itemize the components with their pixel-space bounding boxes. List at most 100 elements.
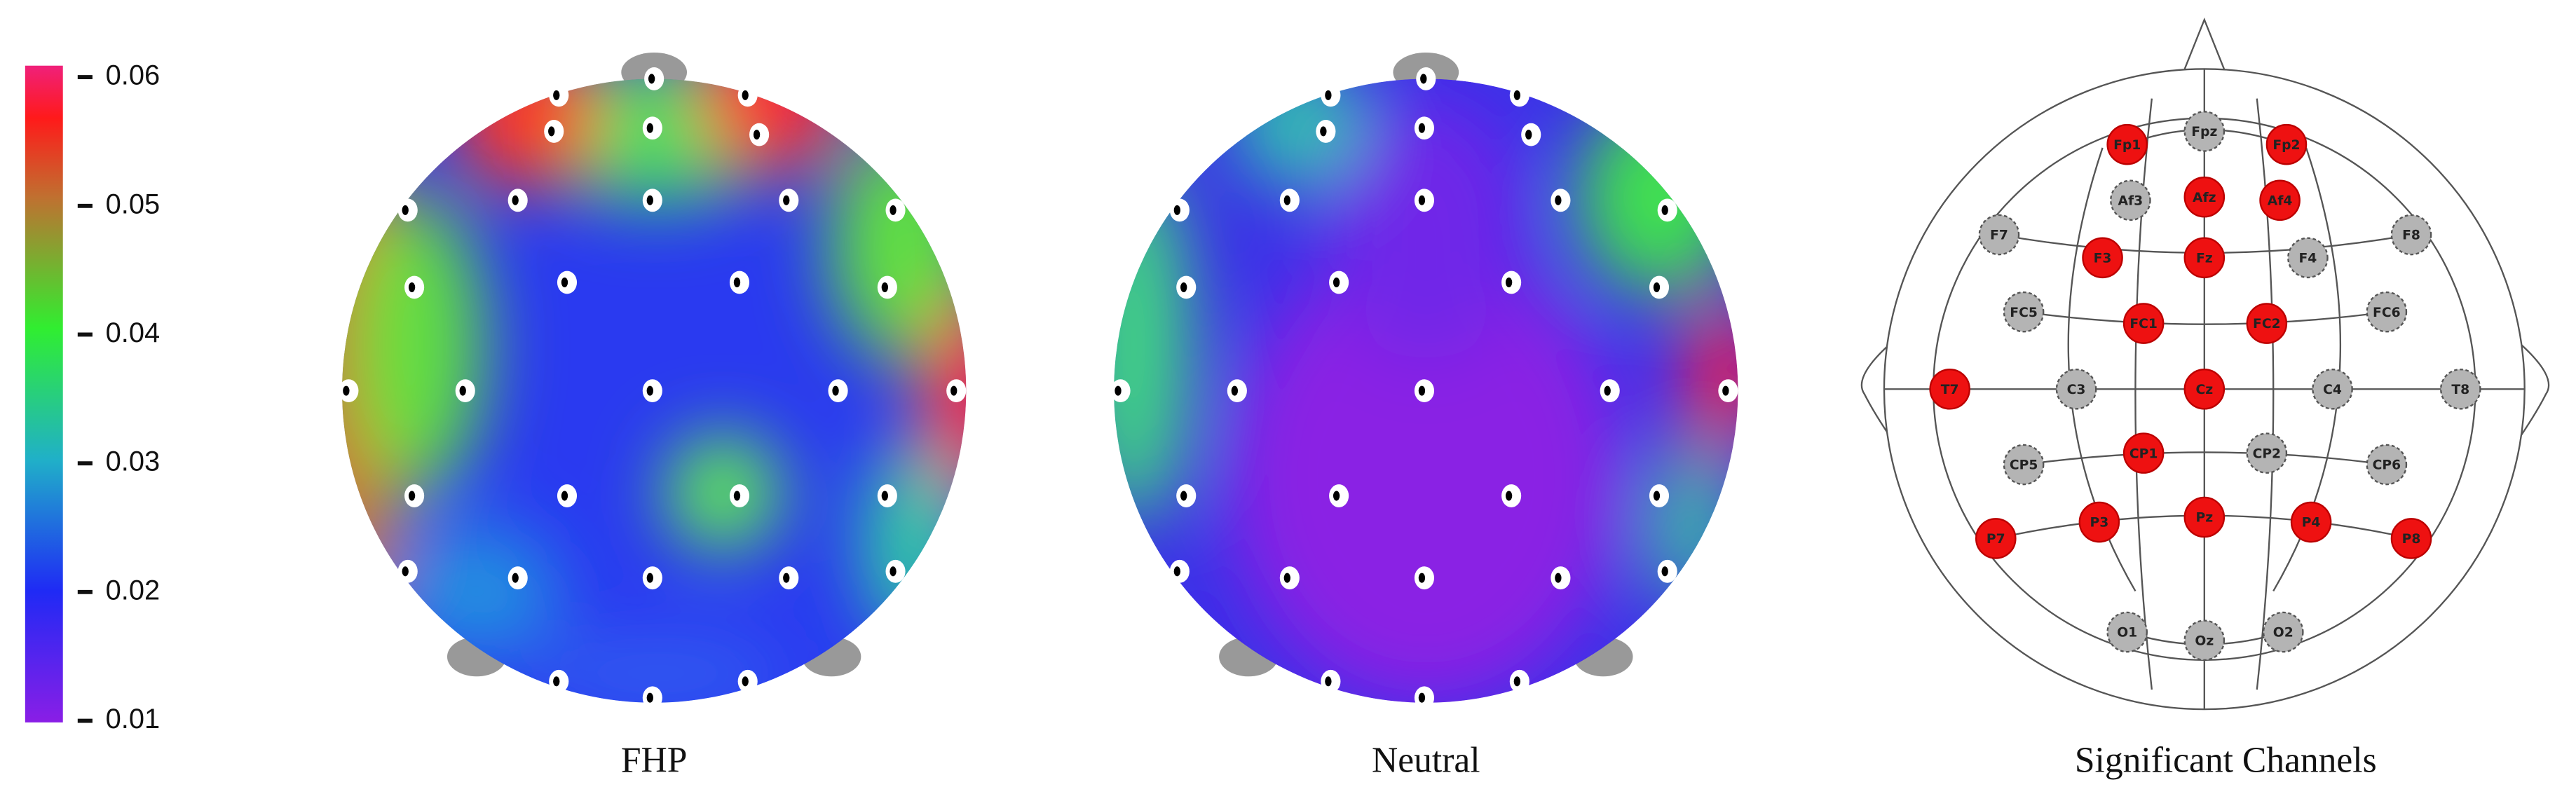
channel xyxy=(2390,518,2432,559)
channel xyxy=(2246,303,2288,344)
channel xyxy=(1978,214,2020,256)
electrode-center xyxy=(646,385,653,396)
colorbar xyxy=(25,65,63,723)
channel xyxy=(2183,237,2226,279)
electrode-center xyxy=(733,491,741,501)
channel-label: Af4 xyxy=(2268,194,2293,209)
colorbar-tick-label: 0.02 xyxy=(106,575,161,605)
channel-label: P7 xyxy=(1986,532,2005,547)
electrode-center xyxy=(402,566,409,577)
channel xyxy=(2122,303,2165,344)
panel-title: FHP xyxy=(621,740,688,780)
colorbar-tick-label: 0.03 xyxy=(106,446,161,477)
electrode-center xyxy=(1555,573,1562,583)
channel-label: FC5 xyxy=(2010,306,2038,320)
channel-label: P8 xyxy=(2402,532,2421,547)
channel-label: P4 xyxy=(2302,516,2321,530)
electrode-center xyxy=(646,692,653,703)
electrode-center xyxy=(890,205,897,215)
electrode-center xyxy=(881,282,889,293)
channel-label: F8 xyxy=(2402,228,2420,243)
channel xyxy=(2246,432,2288,474)
electrode-center xyxy=(1115,385,1122,396)
electrode-center xyxy=(343,385,350,396)
electrode-center xyxy=(1418,123,1426,133)
electrode-center xyxy=(1320,126,1327,137)
colorbar-tick-label: 0.05 xyxy=(106,189,161,219)
channel-label: FC2 xyxy=(2253,317,2281,331)
electrode-center xyxy=(1325,90,1332,100)
electrode-center xyxy=(742,676,749,687)
channel-label: FC6 xyxy=(2373,306,2401,320)
electrode-center xyxy=(512,573,519,583)
electrode-center xyxy=(1418,385,1426,396)
topomap-fhp xyxy=(339,52,967,710)
electrode-center xyxy=(890,566,897,577)
channel-label: FC1 xyxy=(2129,317,2158,331)
channel-label: F3 xyxy=(2094,252,2112,266)
electrode-center xyxy=(1525,130,1532,140)
electrode-center xyxy=(742,90,749,100)
channel-label: Afz xyxy=(2193,191,2216,205)
colorbar-tick-label: 0.04 xyxy=(106,317,161,348)
electrode-center xyxy=(1283,573,1291,583)
channel-label: CP6 xyxy=(2373,458,2401,473)
electrode-center xyxy=(1180,282,1187,293)
channel xyxy=(2290,501,2332,543)
electrode-center xyxy=(1173,566,1181,577)
channel xyxy=(2106,123,2148,165)
channel xyxy=(2287,237,2329,279)
electrode-center xyxy=(1420,74,1427,84)
channel-label: Pz xyxy=(2195,511,2213,526)
channel-label: C4 xyxy=(2323,383,2342,397)
channel xyxy=(2110,179,2151,221)
channel-label: Af3 xyxy=(2118,194,2144,209)
electrode-center xyxy=(1661,566,1668,577)
channel xyxy=(2259,179,2301,221)
electrode-center xyxy=(1555,195,1562,205)
channel-label: F4 xyxy=(2298,252,2317,266)
channel xyxy=(2183,496,2226,538)
channel-label: T7 xyxy=(1941,383,1959,397)
electrode-center xyxy=(1604,385,1611,396)
electrode-center xyxy=(950,385,958,396)
channel-label: O2 xyxy=(2273,626,2294,641)
channel-label: CP1 xyxy=(2129,446,2158,461)
channel xyxy=(2390,214,2432,256)
channel xyxy=(2003,444,2045,486)
channel-label: Oz xyxy=(2195,634,2214,648)
channel xyxy=(2312,368,2353,410)
channel-label: CP2 xyxy=(2253,446,2282,461)
channel xyxy=(1975,518,2017,559)
electrode-center xyxy=(646,123,653,133)
electrode-center xyxy=(646,195,653,205)
electrode-center xyxy=(753,130,761,140)
electrode-center xyxy=(553,90,560,100)
channel xyxy=(2078,501,2120,543)
electrode-center xyxy=(553,676,560,687)
electrode-center xyxy=(1231,385,1239,396)
electrode-center xyxy=(408,282,416,293)
channel-label: CP5 xyxy=(2010,458,2038,473)
colorbar-tick-label: 0.06 xyxy=(106,60,161,91)
channel xyxy=(2082,237,2123,279)
channel-label: T8 xyxy=(2451,383,2469,397)
electrode-center xyxy=(1418,195,1426,205)
electrode-center xyxy=(733,277,741,287)
panel-title: Neutral xyxy=(1372,740,1480,780)
electrode-center xyxy=(783,195,790,205)
channel-label: O1 xyxy=(2117,626,2137,641)
electrode-center xyxy=(1722,385,1729,396)
channel xyxy=(2106,611,2148,653)
channel-label: C3 xyxy=(2067,383,2086,397)
channel xyxy=(2003,291,2045,333)
electrode-center xyxy=(1333,491,1340,501)
channel xyxy=(2122,432,2165,474)
channel xyxy=(2262,611,2304,653)
topomap-neutral xyxy=(1110,52,1738,710)
channel xyxy=(2440,368,2481,410)
channel xyxy=(2183,368,2226,410)
channel-label: Cz xyxy=(2195,383,2213,397)
